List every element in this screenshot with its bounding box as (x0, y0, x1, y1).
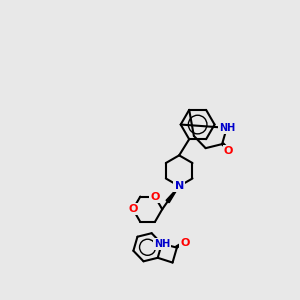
Text: O: O (128, 204, 138, 214)
Text: O: O (150, 192, 160, 202)
Polygon shape (166, 186, 179, 203)
Text: NH: NH (154, 239, 170, 249)
Text: O: O (224, 146, 233, 156)
Text: N: N (175, 181, 184, 191)
Text: O: O (180, 238, 190, 248)
Text: NH: NH (219, 123, 235, 133)
